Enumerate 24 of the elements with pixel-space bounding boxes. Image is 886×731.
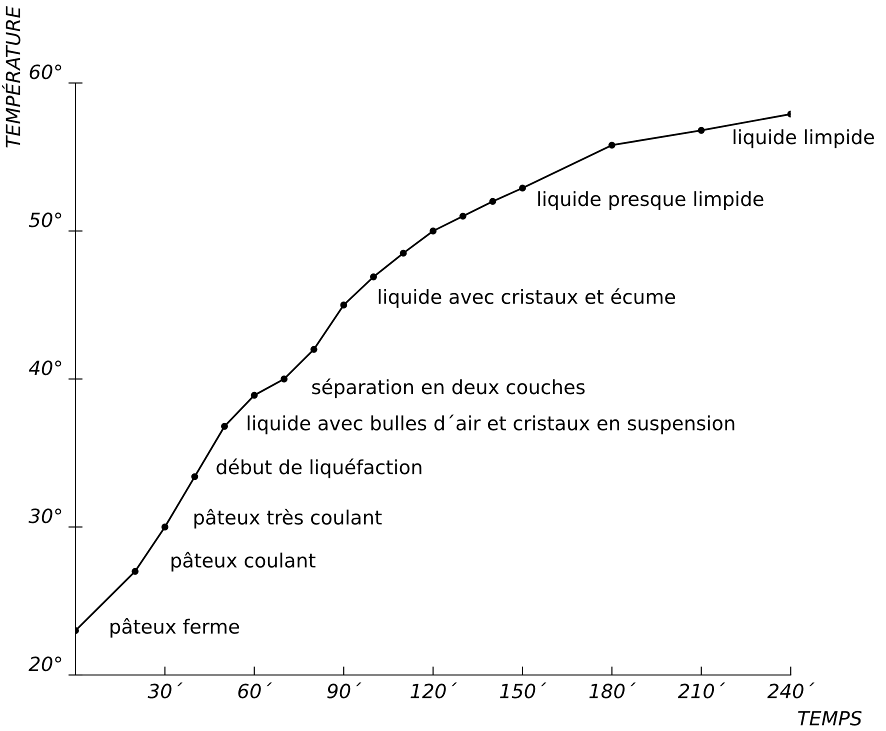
y-tick-label: 60° xyxy=(30,64,62,80)
y-tick-label: 20° xyxy=(28,656,62,672)
annotation: séparation en deux couches xyxy=(312,378,585,398)
annotation: liquide limpide xyxy=(734,129,874,148)
y-tick-label: 50° xyxy=(28,212,62,228)
annotation: liquide presque limpide xyxy=(538,191,764,210)
y-tick-label: 30° xyxy=(28,508,62,524)
x-tick-label: 120´ xyxy=(410,682,457,698)
x-tick-label: 90´ xyxy=(327,682,362,698)
x-tick-label: 60´ xyxy=(238,682,272,698)
x-axis-title: TEMPS xyxy=(798,710,862,726)
x-tick-label: 180´ xyxy=(589,682,636,698)
annotation: pâteux très coulant xyxy=(194,508,382,528)
x-tick-label: 30´ xyxy=(148,682,183,698)
annotation: début de liquéfaction xyxy=(216,458,422,478)
annotation: pâteux coulant xyxy=(172,552,316,572)
y-tick-label: 40° xyxy=(28,360,62,376)
y-axis-title: TEMPÉRATURE xyxy=(2,6,20,148)
x-tick-label: 210´ xyxy=(678,682,726,698)
annotation: liquide avec cristaux et écume xyxy=(378,288,676,308)
x-tick-label: 150´ xyxy=(500,682,546,698)
annotation: liquide avec bulles d´air et cristaux en suspension xyxy=(248,414,734,434)
annotation: pâteux ferme xyxy=(110,618,240,638)
x-tick-label: 240´ xyxy=(767,682,815,698)
